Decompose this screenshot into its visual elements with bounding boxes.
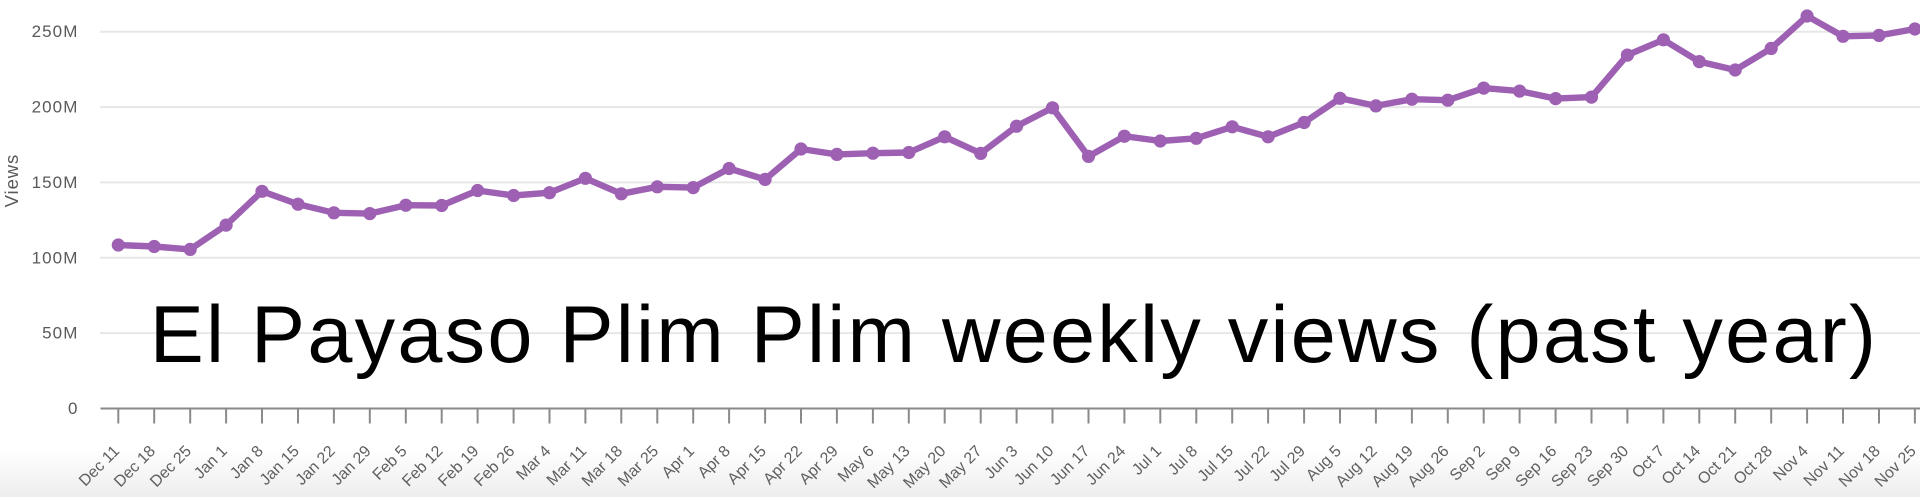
svg-text:100M: 100M — [32, 248, 79, 267]
svg-text:200M: 200M — [32, 98, 79, 117]
svg-text:250M: 250M — [32, 22, 79, 41]
svg-text:Views: Views — [1, 154, 22, 208]
svg-text:El Payaso Plim Plim weekly vie: El Payaso Plim Plim weekly views (past y… — [150, 290, 1878, 380]
svg-text:150M: 150M — [32, 173, 79, 192]
svg-text:50M: 50M — [42, 324, 78, 343]
svg-text:0: 0 — [68, 399, 79, 418]
